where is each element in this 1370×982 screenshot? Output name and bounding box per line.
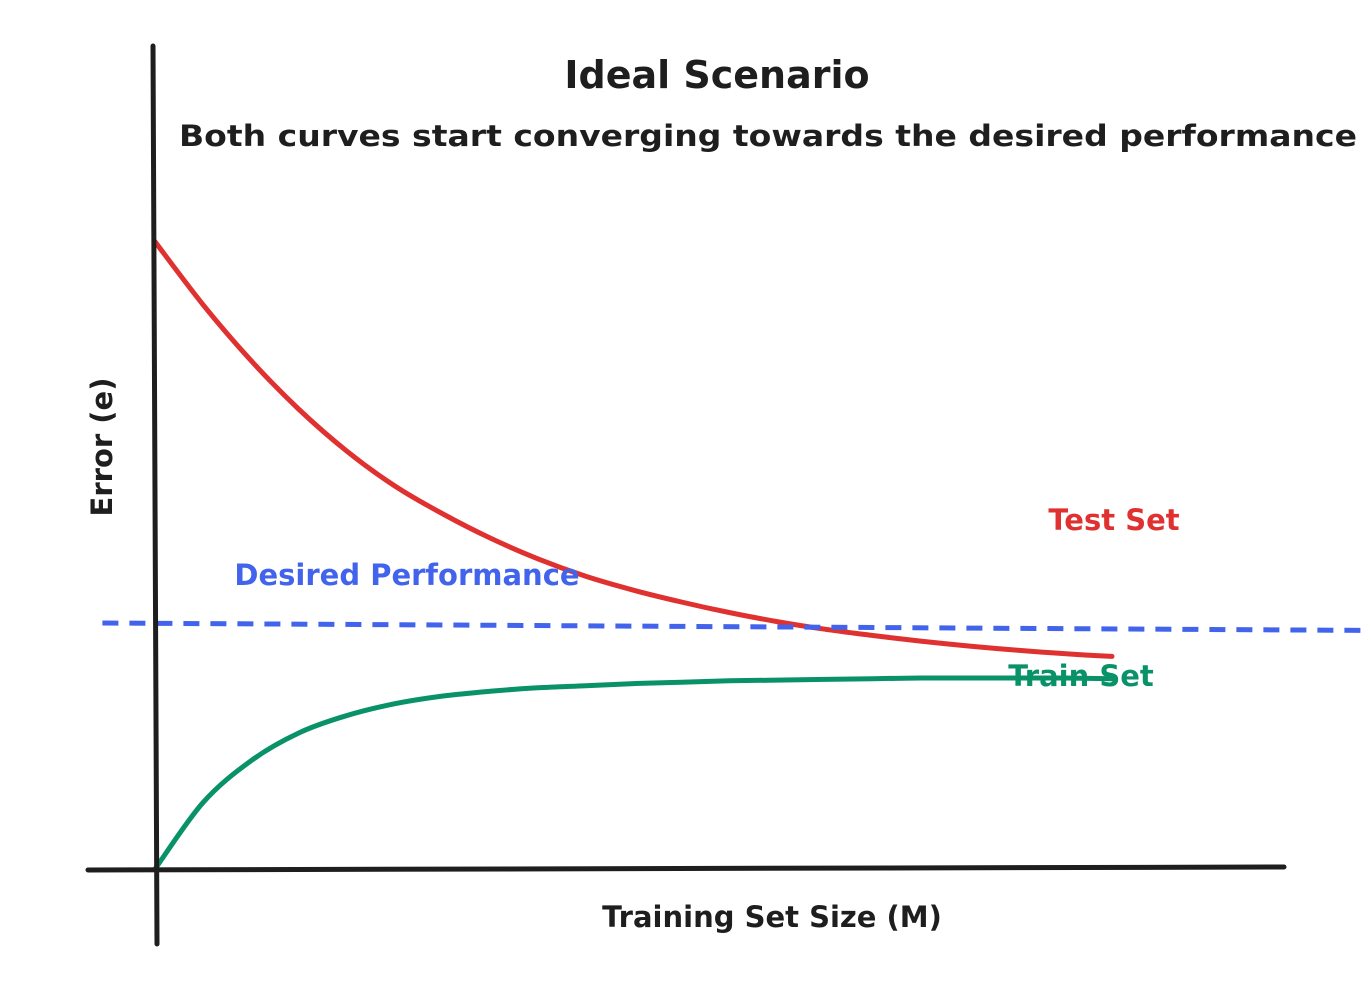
y-axis-label: Error (e) [85, 378, 119, 517]
series-line-desired-performance [102, 620, 1370, 633]
y-axis [150, 43, 160, 947]
series-line-test-set [152, 239, 1115, 659]
series-label-train-set: Train Set [1008, 659, 1154, 693]
chart-subtitle: Both curves start converging towards the… [179, 119, 1357, 153]
series-label-test-set: Test Set [1048, 503, 1179, 537]
x-axis [85, 864, 1287, 873]
series-label-desired-performance: Desired Performance [234, 558, 579, 592]
chart-title: Ideal Scenario [564, 53, 869, 97]
series-layer [102, 239, 1370, 872]
series-line-train-set [152, 675, 1115, 872]
x-axis-label: Training Set Size (M) [602, 900, 942, 934]
